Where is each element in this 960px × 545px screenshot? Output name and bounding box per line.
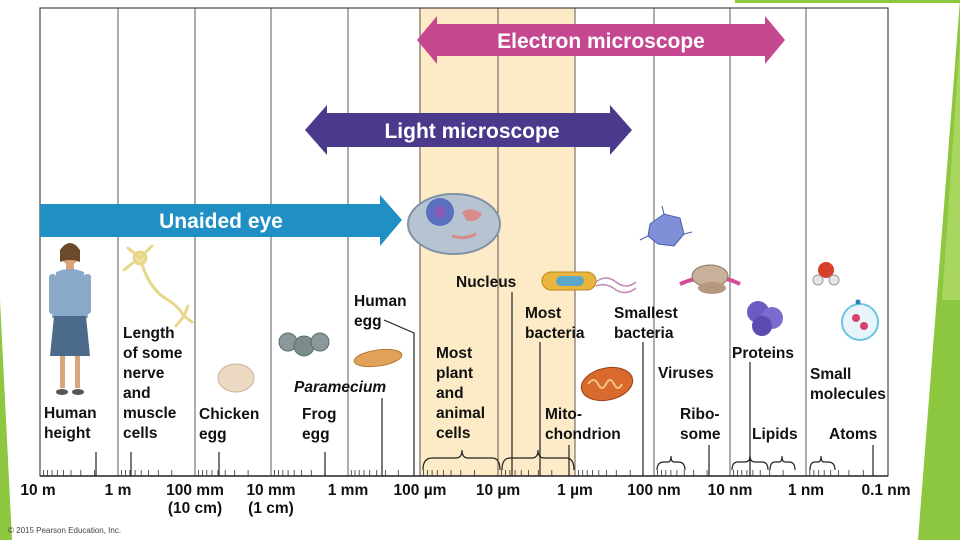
slide-accent-top [735,0,960,3]
label-chicken-egg: Chicken egg [199,406,260,443]
scale-tick-label: 10 mm (1 cm) [246,482,296,517]
light-microscope-arrow [305,105,632,155]
chicken-egg-icon [217,363,255,393]
electron-microscope-label: Electron microscope [497,30,705,53]
animal-cell-icon [407,193,501,255]
human-figure-icon [49,243,91,395]
copyright-notice: © 2015 Pearson Education, Inc. [8,526,122,535]
atom-icon [841,299,879,341]
brace-plant-animal-cells [422,449,501,471]
label-mitochondrion: Mito- chondrion [545,406,621,443]
brace-small-molecules [809,455,836,471]
scale-tick-label: 10 µm [475,482,521,499]
light-microscope-label: Light microscope [384,120,559,143]
scale-tick-label: 100 µm [393,482,447,499]
slide-accent-left [0,300,12,540]
unaided-eye-arrow [40,195,402,246]
bacterium-icon [541,271,637,294]
label-human-egg: Human egg [354,293,407,330]
scale-axis [40,470,888,477]
slide-accent-right [918,0,960,540]
paramecium-icon [353,348,403,368]
virus-icon [639,205,693,247]
label-smallest-bacteria: Smallest bacteria [614,305,678,342]
scale-tick-label: 1 m [104,482,132,499]
brace-viruses [656,455,686,471]
label-lipids: Lipids [752,426,798,443]
brace-proteins [731,455,769,471]
scale-tick-label: 100 nm [627,482,681,499]
scale-tick-label: 0.1 nm [861,482,911,499]
mitochondrion-icon [580,366,634,402]
water-molecule-icon [812,262,840,286]
scale-tick-label: 1 µm [557,482,593,499]
scale-tick-label: 10 m [20,482,56,499]
label-plant-animal-cells: Most plant and animal cells [436,345,486,442]
frog-egg-icon [278,332,330,357]
scale-tick-label: 1 mm [327,482,369,499]
label-nucleus: Nucleus [456,274,517,291]
electron-microscope-arrow [417,16,785,64]
pointer-lines [95,292,874,476]
brace-most-bacteria [501,449,575,471]
label-atoms: Atoms [829,426,878,443]
label-small-molecules: Small molecules [810,366,886,403]
label-frog-egg: Frog egg [302,406,337,443]
label-ribosome: Ribo- some [680,406,721,443]
brace-lipids [769,455,796,471]
scale-tick-label: 100 mm (10 cm) [166,482,224,517]
label-human-height: Human height [44,405,97,442]
label-viruses: Viruses [658,365,714,382]
decade-gridlines [117,8,807,476]
pointer-human-egg [383,319,415,476]
label-nerve-cells: Length of some nerve and muscle cells [123,325,183,442]
label-paramecium: Paramecium [294,379,387,396]
scale-minor-ticks [43,470,864,476]
unaided-eye-label: Unaided eye [159,210,283,233]
scale-tick-label: 1 nm [787,482,825,499]
label-proteins: Proteins [732,345,795,362]
label-most-bacteria: Most bacteria [525,305,585,342]
scale-tick-label: 10 nm [707,482,753,499]
nerve-cell-icon [122,244,194,328]
protein-icon [747,301,783,336]
ribosome-icon [679,264,741,294]
